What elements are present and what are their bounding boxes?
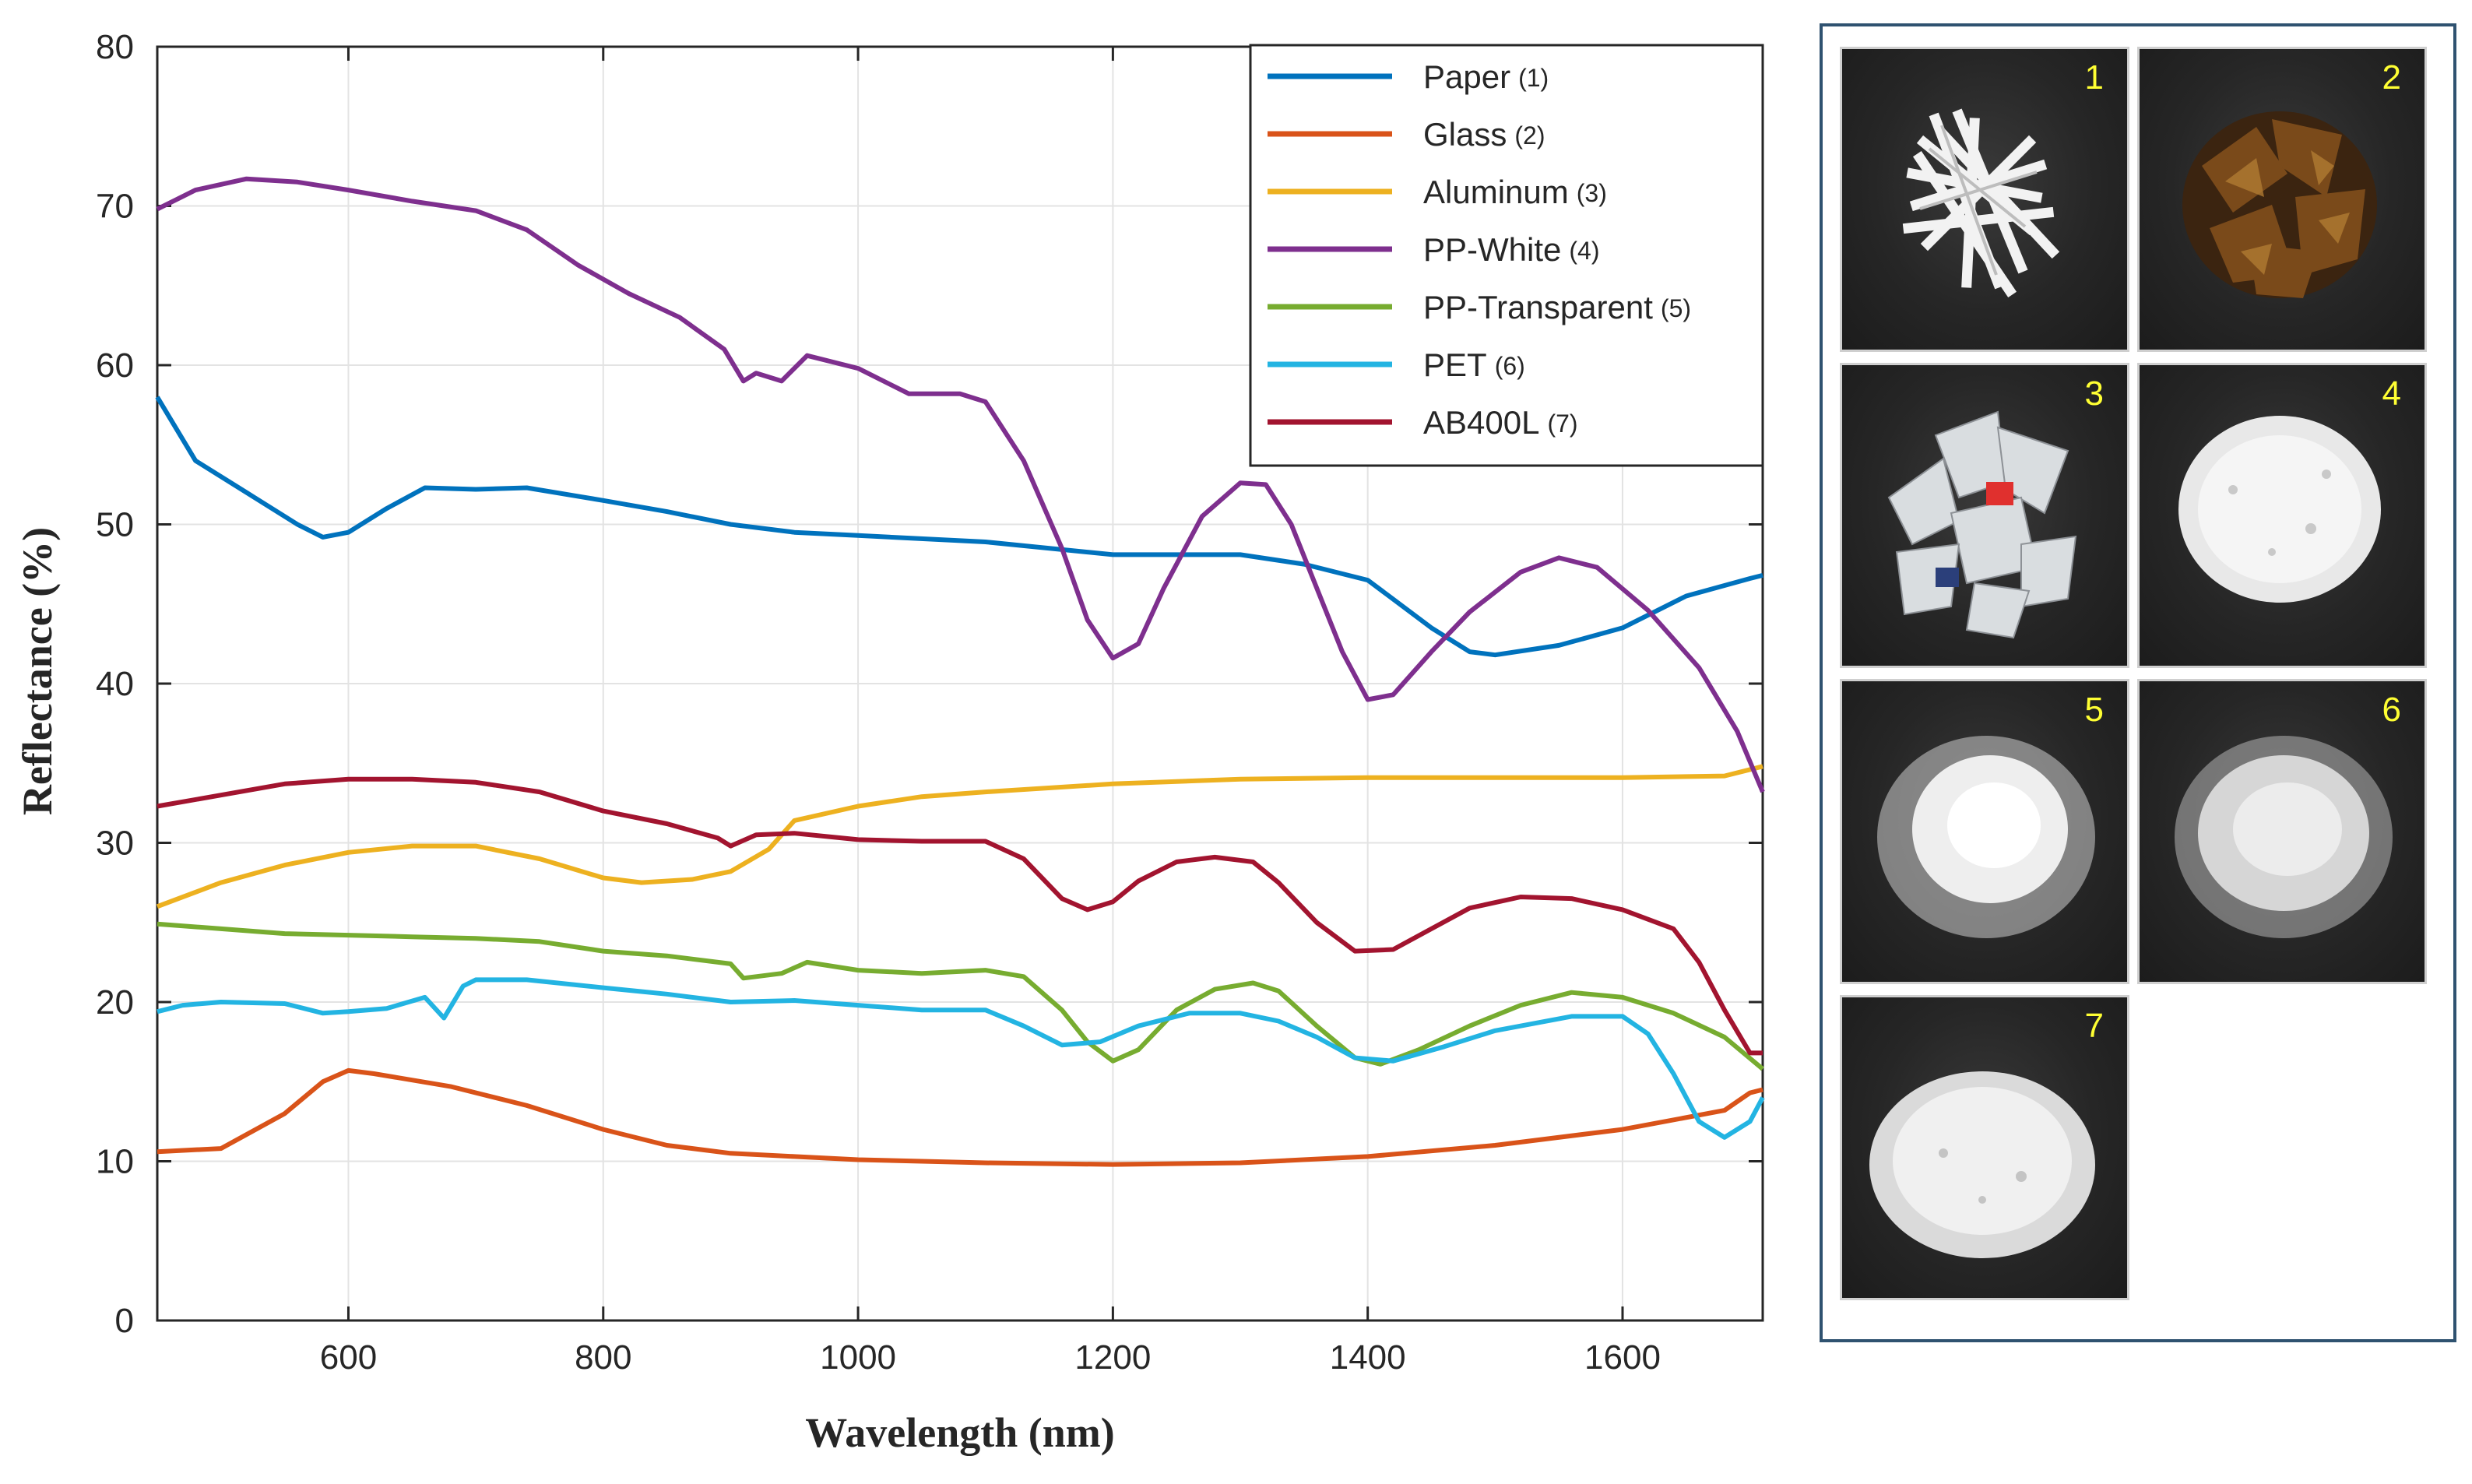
series-line-glass (156, 1067, 1763, 1167)
pp-white-flakes-image (2178, 416, 2381, 603)
legend-number: (7) (1547, 410, 1577, 438)
sample-photo-6: 6 (2137, 679, 2427, 984)
sample-photo-2: 2 (2137, 47, 2427, 352)
y-tick-label: 60 (96, 346, 134, 385)
y-tick-label: 70 (96, 188, 134, 226)
y-tick-label: 20 (96, 983, 134, 1022)
sample-number-7: 7 (2084, 1007, 2104, 1045)
legend-number: (4) (1569, 237, 1599, 265)
legend-entry: Glass (2) (1268, 116, 1545, 153)
legend-entry: PP-White (4) (1268, 231, 1599, 268)
x-tick-label: 600 (320, 1338, 377, 1377)
y-tick-label: 40 (96, 665, 134, 703)
legend-label: AB400L (1423, 404, 1539, 441)
y-tick-label: 30 (96, 825, 134, 863)
legend-box (1249, 44, 1764, 467)
x-axis-title: Wavelength (nm) (805, 1409, 1115, 1456)
legend-number: (2) (1514, 121, 1545, 149)
x-tick-label: 1200 (1074, 1338, 1151, 1377)
series-line-pp-white (156, 176, 1765, 793)
legend-number: (1) (1518, 64, 1549, 92)
legend: Paper (1)Glass (2)Aluminum (3)PP-White (4)PP… (1249, 44, 1764, 467)
sample-photo-4: 4 (2137, 363, 2427, 668)
legend-number: (5) (1661, 294, 1691, 322)
legend-entry: Aluminum (3) (1268, 174, 1607, 210)
sample-photo-5: 5 (1840, 679, 2129, 984)
y-axis-title: Reflectance (%) (14, 527, 61, 815)
y-tick-label: 10 (96, 1143, 134, 1181)
glass-fragments-image (2182, 111, 2377, 298)
y-tick-label: 80 (96, 28, 134, 66)
x-tick-label: 1400 (1330, 1338, 1406, 1377)
sample-number-3: 3 (2084, 375, 2104, 413)
x-tick-label: 1600 (1584, 1338, 1661, 1377)
sample-number-2: 2 (2382, 58, 2401, 97)
aluminum-pieces-image (1887, 410, 2077, 639)
sample-photo-7: 7 (1840, 995, 2129, 1300)
legend-label: PET (1423, 346, 1487, 383)
legend-label: Glass (1423, 116, 1507, 153)
legend-label: PP-White (1423, 231, 1561, 268)
sample-number-6: 6 (2382, 691, 2401, 729)
series-line-ab400l (156, 776, 1763, 1056)
legend-number: (3) (1577, 179, 1607, 207)
ab400l-flakes-image (1869, 1071, 2095, 1258)
sample-number-4: 4 (2382, 375, 2401, 413)
series-line-pet (156, 977, 1765, 1140)
series-line-aluminum (156, 764, 1763, 909)
sample-photo-1: 1 (1840, 47, 2129, 352)
sample-photo-panel: 1 2 (1820, 23, 2456, 1342)
x-tick-label: 1000 (820, 1338, 896, 1377)
series-line-paper (155, 396, 1763, 658)
reflectance-chart: 600 800 1000 1200 1400 160001020304050607080 … (14, 28, 1765, 1456)
sample-number-5: 5 (2084, 691, 2104, 729)
legend-label: Paper (1423, 58, 1510, 95)
sample-number-1: 1 (2084, 58, 2104, 97)
legend-entry: PP-Transparent (5) (1268, 289, 1691, 325)
legend-entry: PET (6) (1268, 346, 1525, 383)
axes: 600 800 1000 1200 1400 1600 0 10 20 30 40 50 60 70 80 (96, 28, 1764, 1377)
legend-label: Aluminum (1423, 174, 1569, 210)
paper-shreds-image (1902, 108, 2060, 298)
series-lines (155, 176, 1765, 1167)
legend-entry: AB400L (7) (1268, 404, 1578, 441)
legend-number: (6) (1495, 352, 1525, 380)
legend-label: PP-Transparent (1423, 289, 1653, 325)
y-tick-label: 50 (96, 506, 134, 544)
x-tick-label: 800 (575, 1338, 631, 1377)
series-line-pp-transparent (156, 921, 1764, 1071)
sample-photo-3: 3 (1840, 363, 2129, 668)
pet-flakes-image (2175, 736, 2393, 938)
y-tick-label: 0 (115, 1302, 134, 1340)
pp-transparent-flakes-image (1877, 736, 2095, 938)
legend-entry: Paper (1) (1268, 58, 1549, 95)
